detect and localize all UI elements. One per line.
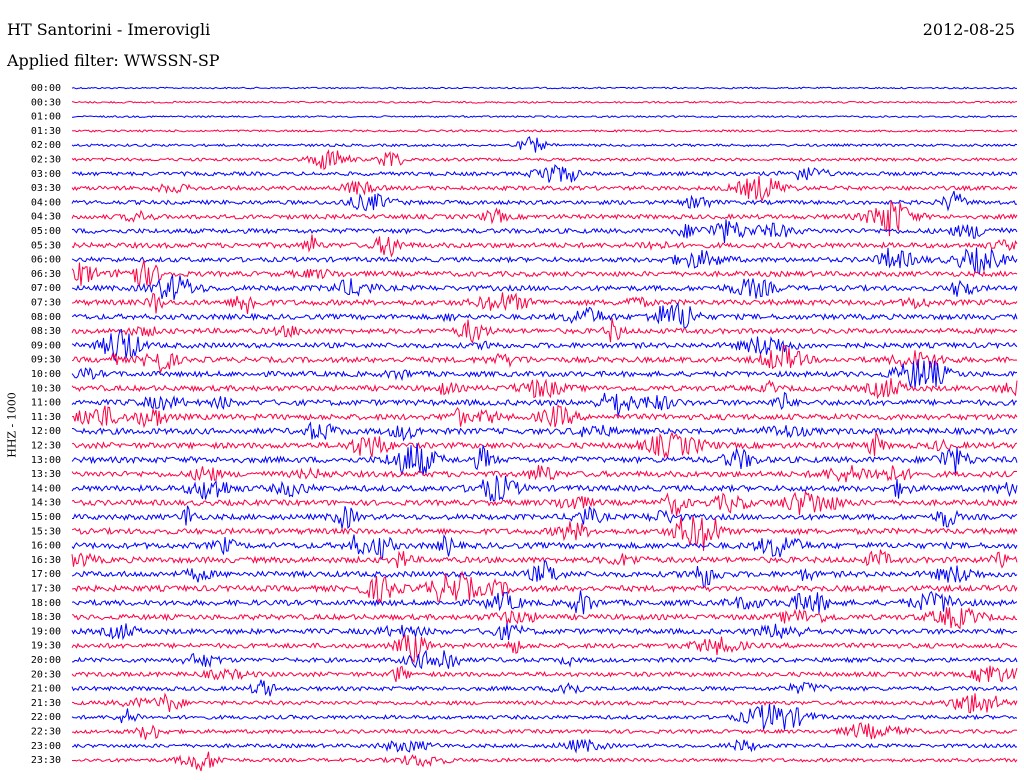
time-label: 16:00 — [31, 541, 61, 552]
trace-2300 — [71, 738, 1018, 754]
time-label: 17:30 — [31, 584, 61, 595]
time-label: 03:00 — [31, 169, 61, 180]
time-label: 02:00 — [31, 140, 61, 151]
trace-1730 — [71, 570, 1018, 605]
trace-1900 — [71, 623, 1018, 641]
trace-2330 — [71, 751, 1018, 772]
time-label: 12:00 — [31, 426, 61, 437]
time-label: 14:30 — [31, 498, 61, 509]
trace-2200 — [71, 703, 1018, 730]
trace-1000 — [71, 359, 1018, 389]
trace-0700 — [71, 274, 1018, 300]
station-title: HT Santorini - Imerovigli — [7, 20, 211, 39]
filter-label: Applied filter: WWSSN-SP — [7, 51, 220, 70]
time-label: 01:00 — [31, 112, 61, 123]
trace-1200 — [71, 421, 1018, 442]
trace-0330 — [71, 175, 1018, 203]
time-label: 23:30 — [31, 755, 61, 766]
trace-0830 — [71, 318, 1018, 344]
time-label: 22:30 — [31, 727, 61, 738]
trace-0630 — [71, 259, 1018, 287]
time-label: 22:00 — [31, 712, 61, 723]
trace-0500 — [71, 219, 1018, 244]
time-label: 07:00 — [31, 283, 61, 294]
time-label: 01:30 — [31, 126, 61, 137]
time-label: 19:30 — [31, 641, 61, 652]
trace-2100 — [71, 679, 1018, 697]
time-label: 15:00 — [31, 512, 61, 523]
trace-0730 — [71, 292, 1018, 314]
time-label: 02:30 — [31, 155, 61, 166]
time-label: 09:00 — [31, 340, 61, 351]
time-label: 06:30 — [31, 269, 61, 280]
time-label: 18:00 — [31, 598, 61, 609]
trace-0800 — [71, 301, 1018, 329]
trace-1830 — [71, 607, 1018, 630]
time-label: 00:00 — [31, 83, 61, 94]
time-label: 17:00 — [31, 569, 61, 580]
time-label: 21:30 — [31, 698, 61, 709]
trace-1430 — [71, 490, 1018, 516]
time-label: 05:00 — [31, 226, 61, 237]
trace-1530 — [71, 516, 1018, 551]
time-label: 18:30 — [31, 612, 61, 623]
time-label: 10:00 — [31, 369, 61, 380]
time-label: 15:30 — [31, 526, 61, 537]
time-label: 05:30 — [31, 240, 61, 251]
trace-1600 — [71, 534, 1018, 560]
time-label: 12:30 — [31, 441, 61, 452]
time-label: 11:00 — [31, 398, 61, 409]
trace-0000 — [71, 86, 1017, 90]
trace-1030 — [71, 378, 1018, 400]
trace-0300 — [71, 164, 1018, 183]
time-label: 07:30 — [31, 298, 61, 309]
trace-0230 — [71, 149, 1018, 171]
trace-1700 — [71, 560, 1018, 589]
trace-0200 — [71, 136, 1018, 153]
time-label: 06:00 — [31, 255, 61, 266]
trace-1100 — [71, 391, 1017, 416]
trace-0930 — [71, 345, 1018, 374]
time-label: 08:00 — [31, 312, 61, 323]
time-label: 23:00 — [31, 741, 61, 752]
time-label: 08:30 — [31, 326, 61, 337]
trace-1130 — [71, 404, 1018, 429]
trace-2230 — [71, 722, 1018, 740]
trace-1500 — [72, 505, 1018, 530]
trace-0100 — [71, 115, 1017, 119]
time-label: 10:30 — [31, 383, 61, 394]
trace-0430 — [71, 199, 1018, 237]
trace-2000 — [72, 649, 1018, 670]
time-label: 00:30 — [31, 97, 61, 108]
trace-1400 — [71, 475, 1018, 502]
time-label: 04:00 — [31, 197, 61, 208]
time-label: 09:30 — [31, 355, 61, 366]
time-label: 16:30 — [31, 555, 61, 566]
trace-0530 — [71, 234, 1018, 258]
time-label: 11:30 — [31, 412, 61, 423]
trace-2130 — [71, 692, 1018, 714]
time-label: 19:00 — [31, 626, 61, 637]
time-label: 13:30 — [31, 469, 61, 480]
time-label: 13:00 — [31, 455, 61, 466]
trace-2030 — [71, 665, 1018, 683]
trace-0900 — [71, 328, 1018, 363]
trace-0600 — [71, 247, 1018, 275]
trace-1800 — [71, 590, 1018, 615]
trace-0130 — [71, 129, 1018, 133]
time-label: 04:30 — [31, 212, 61, 223]
trace-1300 — [71, 443, 1018, 476]
trace-1930 — [71, 634, 1018, 664]
trace-0400 — [71, 190, 1018, 212]
time-label: 20:00 — [31, 655, 61, 666]
trace-1330 — [71, 465, 1018, 483]
trace-1230 — [71, 431, 1018, 459]
time-label: 20:30 — [31, 669, 61, 680]
time-label: 14:00 — [31, 483, 61, 494]
record-date: 2012-08-25 — [922, 20, 1015, 39]
time-label: 03:30 — [31, 183, 61, 194]
trace-0030 — [71, 100, 1018, 104]
time-label: 21:00 — [31, 684, 61, 695]
